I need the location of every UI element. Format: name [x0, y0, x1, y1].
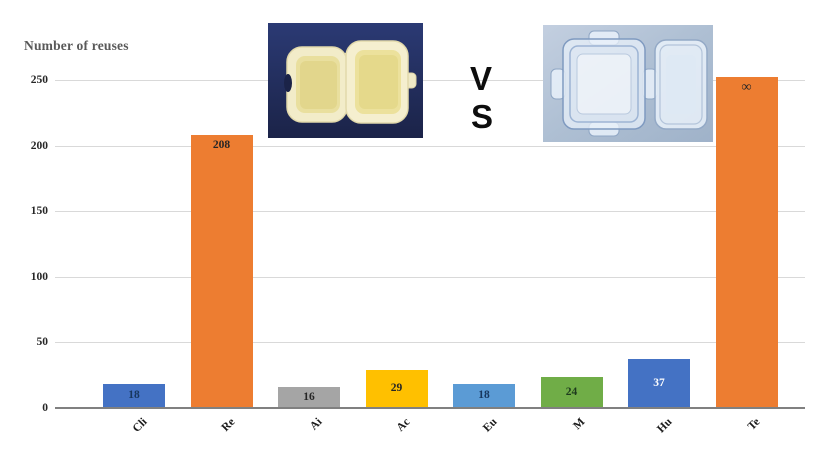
- y-tick-label: 100: [30, 270, 48, 283]
- vs-letter-v: V: [470, 60, 493, 97]
- y-tick-label: 150: [30, 205, 48, 218]
- x-tick-label: Ac: [394, 416, 412, 434]
- x-tick-label: Hu: [655, 416, 675, 436]
- bar-cli: [103, 384, 165, 407]
- bar-te: [715, 77, 778, 407]
- bar-ac: [365, 370, 428, 407]
- x-tick-label: Eu: [481, 416, 500, 435]
- bar-value-label: 29: [390, 382, 403, 394]
- y-tick-label: 0: [42, 402, 48, 414]
- x-tick-label: Te: [745, 416, 762, 433]
- bar-value-label: 18: [478, 389, 490, 401]
- bar-value-label: ∞: [741, 80, 752, 95]
- y-axis-title: Number of reuses: [24, 38, 129, 53]
- x-tick-label: Re: [219, 416, 237, 434]
- y-tick-label: 200: [30, 139, 48, 152]
- x-axis-line: [55, 407, 805, 409]
- x-tick-label: Cli: [130, 416, 150, 435]
- gridline-100: [55, 276, 805, 278]
- bar-eu: [453, 384, 515, 407]
- bar-value-label: 16: [303, 390, 315, 403]
- gridline-250: [55, 80, 805, 81]
- bar-value-label: 24: [565, 385, 578, 398]
- bar-hu: [628, 359, 690, 407]
- bar-m: [540, 377, 603, 407]
- reusable-container-photo: [543, 25, 713, 142]
- bar-ai: [278, 387, 340, 407]
- bar-value-label: 208: [212, 139, 231, 151]
- single-use-container-photo: [268, 23, 423, 138]
- bar-re: [190, 135, 253, 407]
- vs-letter-s: S: [471, 98, 494, 135]
- y-tick-label: 50: [36, 336, 49, 349]
- gridline-50: [55, 342, 805, 344]
- bar-value-label: 18: [128, 389, 140, 401]
- gridline-150: [55, 211, 805, 213]
- gridline-200: [55, 145, 805, 147]
- y-tick-label: 250: [30, 74, 48, 86]
- bar-value-label: 37: [653, 376, 665, 389]
- x-tick-label: M: [570, 416, 587, 433]
- x-tick-label: Ai: [307, 416, 325, 433]
